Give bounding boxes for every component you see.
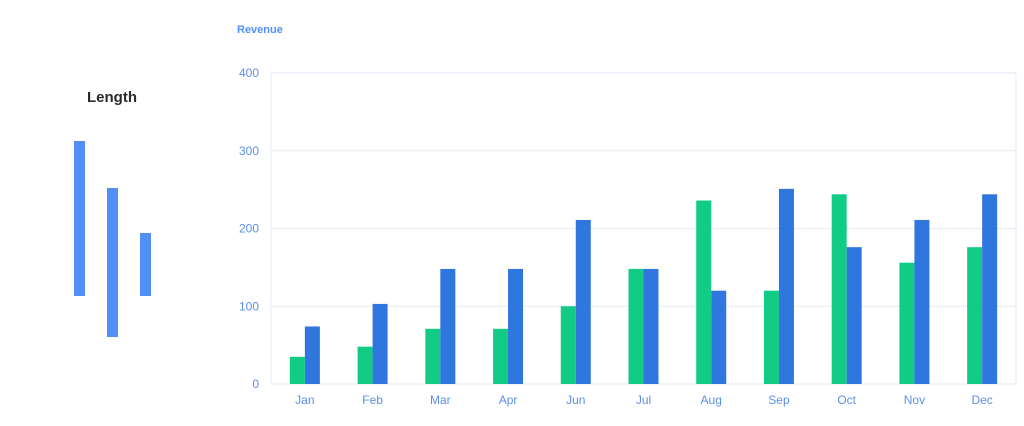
bar-series1-sep — [763, 290, 779, 384]
bar-series1-feb — [357, 346, 373, 384]
bar-series1-oct — [831, 194, 847, 384]
x-tick-label: Mar — [430, 393, 451, 407]
x-tick-label: Sep — [768, 393, 790, 407]
bar-series2-aug — [711, 290, 727, 384]
y-tick-label: 200 — [239, 222, 259, 236]
x-tick-label: Apr — [499, 393, 518, 407]
bar-series2-nov — [914, 219, 930, 384]
bar-series2-dec — [982, 194, 998, 384]
bar-series1-mar — [425, 328, 441, 384]
length-bar-3 — [140, 233, 151, 296]
y-tick-label: 300 — [239, 144, 259, 158]
x-tick-label: Dec — [971, 393, 992, 407]
bar-series1-nov — [899, 262, 915, 384]
bar-series2-oct — [846, 247, 862, 384]
bar-series2-feb — [372, 303, 388, 384]
bar-series1-jun — [560, 306, 576, 384]
bar-series2-sep — [778, 188, 794, 384]
y-tick-label: 400 — [239, 66, 259, 80]
x-tick-label: Jan — [295, 393, 314, 407]
length-title: Length — [87, 89, 137, 106]
bar-series2-jul — [643, 268, 659, 384]
y-tick-label: 100 — [239, 299, 259, 313]
bar-series2-jun — [575, 219, 591, 384]
y-tick-label: 0 — [252, 377, 259, 391]
bar-series1-aug — [696, 200, 712, 384]
length-bars — [0, 0, 220, 426]
length-bar-1 — [74, 141, 85, 296]
bar-series1-dec — [967, 247, 983, 384]
chart-title: Revenue — [237, 24, 283, 36]
x-tick-label: Aug — [701, 393, 722, 407]
x-tick-label: Oct — [837, 393, 856, 407]
bar-series1-jan — [289, 356, 305, 384]
bar-series2-apr — [508, 268, 524, 384]
x-tick-label: Jul — [636, 393, 651, 407]
bar-series2-jan — [304, 326, 320, 384]
bar-series1-apr — [493, 328, 509, 384]
x-tick-label: Feb — [362, 393, 383, 407]
length-bar-2 — [107, 188, 118, 337]
x-tick-label: Nov — [904, 393, 925, 407]
x-tick-label: Jun — [566, 393, 585, 407]
bar-series1-jul — [628, 268, 644, 384]
bar-series2-mar — [440, 268, 456, 384]
